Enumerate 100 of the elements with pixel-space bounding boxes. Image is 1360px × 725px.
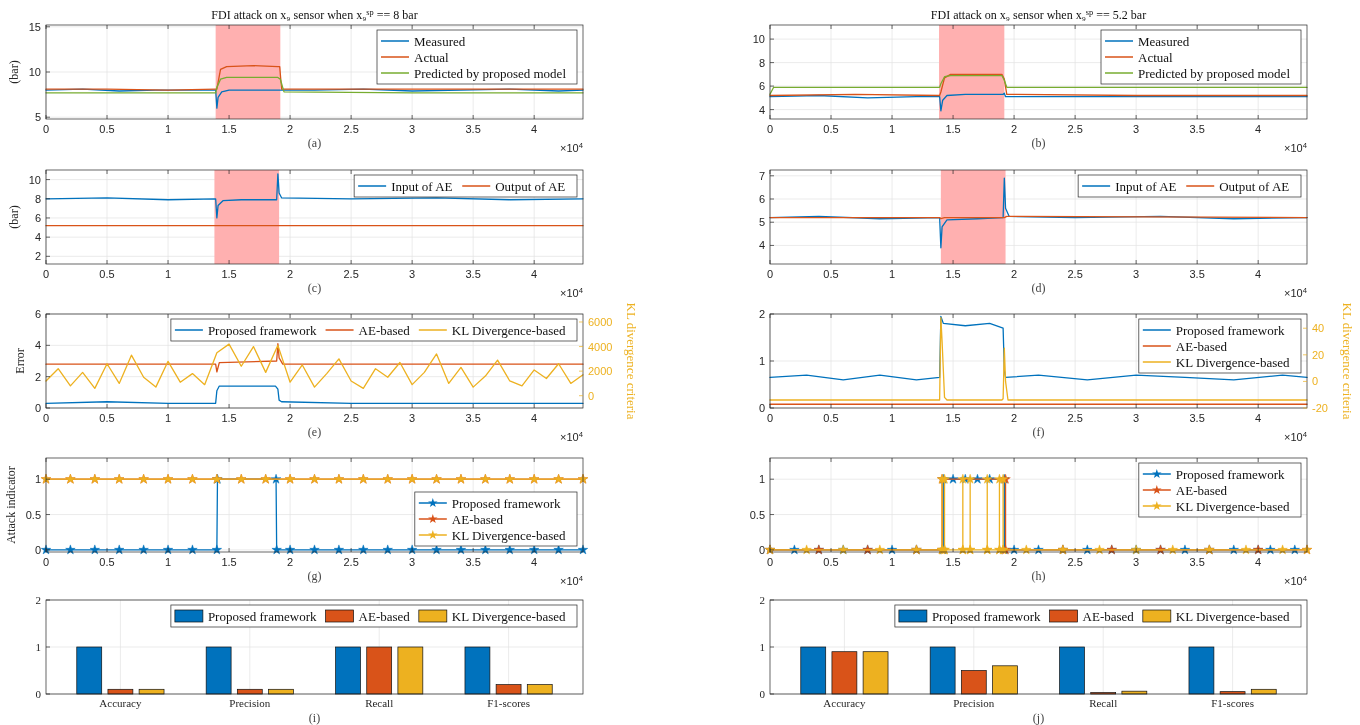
- x-tick-label: 1: [888, 412, 896, 424]
- x-tick-label: 2.5: [343, 412, 359, 424]
- y-tick-label: 8: [758, 56, 765, 69]
- x-tick-label: 2: [287, 123, 294, 135]
- x-axis-title: (g): [307, 569, 322, 583]
- y-tick-label: 0.5: [749, 508, 765, 521]
- y-tick-label: 15: [28, 20, 41, 33]
- x-tick-label: Precision: [229, 697, 271, 709]
- y-tick-label: 5: [34, 111, 41, 124]
- y-tick-label: 4: [758, 103, 765, 116]
- x-tick-label: 3.5: [1189, 556, 1205, 568]
- x-tick-label: 4: [531, 123, 538, 135]
- y-tick-label: 0: [34, 543, 41, 556]
- legend-label: KL Divergence-based: [451, 608, 567, 624]
- y-tick-label: 0: [35, 688, 42, 700]
- x-axis-title: (a): [307, 136, 322, 150]
- x-tick-label: 2: [1011, 123, 1018, 135]
- x-tick-label: F1-scores: [487, 697, 530, 709]
- y-tick-label: 1: [758, 355, 765, 367]
- x-tick-label: 1.5: [221, 123, 237, 135]
- x-tick-label: 4: [531, 556, 538, 568]
- x-tick-label: 1: [888, 268, 896, 280]
- x-tick-label: 0.5: [823, 556, 839, 568]
- x-tick-label: 2.5: [343, 268, 359, 280]
- y2-axis-title: KL divergence criteria: [624, 302, 640, 420]
- x-tick-label: 0.5: [823, 268, 839, 280]
- x-tick-label: 2.5: [1067, 123, 1083, 135]
- y-tick-label: 6: [34, 308, 41, 320]
- y-axis-title: (bar): [6, 60, 21, 84]
- x-tick-label: 2: [1011, 412, 1018, 424]
- y-tick-label: 10: [28, 66, 41, 78]
- x-axis-title: (i): [308, 711, 321, 725]
- legend-label: AE-based: [451, 511, 504, 527]
- x-tick-label: 4: [1255, 268, 1262, 280]
- x-tick-label: 3.5: [1189, 268, 1205, 280]
- y-tick-label: 4: [34, 339, 41, 352]
- y2-tick-label: 4000: [588, 340, 613, 353]
- x-tick-label: 2.5: [343, 556, 359, 568]
- y-tick-label: 1: [35, 641, 41, 653]
- text: ×10$^{4}$: [560, 140, 584, 154]
- x-tick-label: Accuracy: [99, 697, 142, 709]
- x-tick-label: 2: [287, 412, 294, 424]
- x-tick-label: 1.5: [945, 268, 961, 280]
- legend-label: Proposed framework: [1175, 466, 1285, 482]
- x-tick-label: 0.5: [823, 123, 839, 135]
- text: ×10$^{4}$: [560, 573, 584, 587]
- text: ×10$^{4}$: [1284, 573, 1308, 587]
- legend-label: AE-based: [358, 608, 411, 624]
- y2-tick-label: -20: [1312, 402, 1328, 414]
- x-axis-title: (f): [1032, 425, 1045, 439]
- x-tick-label: 1.5: [945, 556, 961, 568]
- legend-label: KL Divergence-based: [451, 527, 567, 543]
- legend-label: Proposed framework: [451, 495, 561, 511]
- y2-tick-label: 40: [1312, 322, 1325, 335]
- x-tick-label: 2.5: [1067, 412, 1083, 424]
- y-tick-label: 7: [758, 169, 765, 182]
- y-tick-label: 6: [758, 80, 765, 93]
- legend-label: Output of AE: [1219, 178, 1290, 194]
- y-tick-label: 0: [759, 688, 766, 700]
- legend-label: Predicted by proposed model: [1138, 65, 1291, 81]
- legend-label: Input of AE: [391, 178, 453, 194]
- x-tick-label: 1: [164, 123, 172, 135]
- legend-label: Output of AE: [495, 178, 566, 194]
- y2-axis-title: KL divergence criteria: [1339, 302, 1355, 420]
- x-axis-title: (d): [1031, 281, 1046, 295]
- y-axis-title: (bar): [6, 205, 21, 229]
- legend-label: Predicted by proposed model: [414, 65, 567, 81]
- x-tick-label: 4: [1255, 556, 1262, 568]
- y-tick-label: 4: [758, 239, 765, 252]
- y-axis-title: Error: [12, 348, 27, 374]
- x-tick-label: 1.5: [221, 412, 237, 424]
- x-tick-label: 0.5: [99, 268, 115, 280]
- x-tick-label: F1-scores: [1211, 697, 1254, 709]
- x-tick-label: 4: [531, 412, 538, 424]
- x-axis-title: (h): [1031, 569, 1046, 583]
- legend-label: KL Divergence-based: [451, 322, 567, 338]
- y-tick-label: 6: [34, 211, 41, 224]
- y2-tick-label: 6000: [588, 315, 613, 328]
- legend-label: AE-based: [1175, 482, 1228, 498]
- y-tick-label: 10: [752, 33, 765, 46]
- x-tick-label: Accuracy: [823, 697, 866, 709]
- x-tick-label: 2: [1011, 268, 1018, 280]
- x-tick-label: 2: [1011, 556, 1018, 568]
- x-tick-label: 1.5: [221, 556, 237, 568]
- y2-tick-label: 2000: [588, 365, 613, 378]
- text: ×10$^{4}$: [1284, 285, 1308, 299]
- x-tick-label: 3: [1133, 268, 1140, 280]
- x-axis-title: (j): [1032, 711, 1045, 725]
- x-tick-label: 3: [1133, 412, 1140, 424]
- x-tick-label: Recall: [1089, 697, 1118, 709]
- x-tick-label: 3: [409, 412, 416, 424]
- legend-label: Actual: [1138, 49, 1174, 65]
- x-tick-label: 3.5: [465, 412, 481, 424]
- legend-label: KL Divergence-based: [1175, 498, 1291, 514]
- x-tick-label: 0.5: [99, 123, 115, 135]
- chart-title: FDI attack on x₉ sensor when x₉$^{sp}$ == 8 bar: [211, 7, 418, 22]
- x-tick-label: 3: [409, 268, 416, 280]
- y2-tick-label: 0: [1312, 375, 1319, 388]
- y-tick-label: 6: [758, 193, 765, 206]
- y-tick-label: 4: [34, 231, 41, 244]
